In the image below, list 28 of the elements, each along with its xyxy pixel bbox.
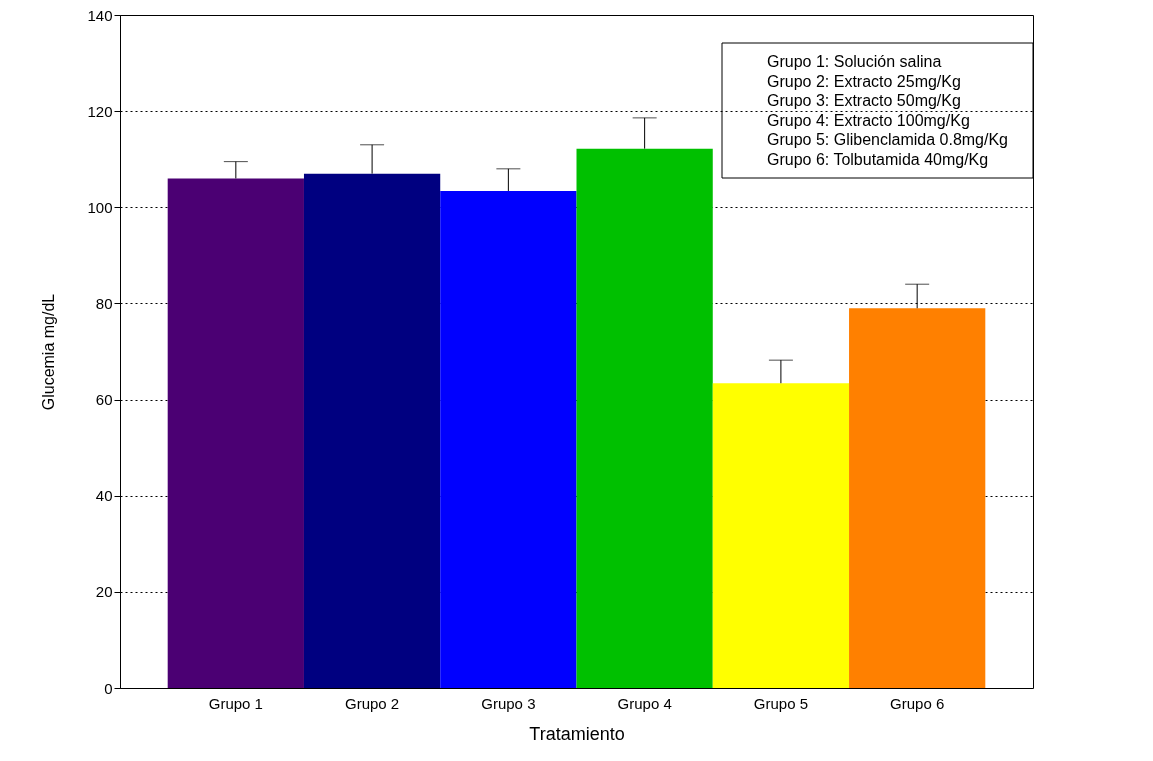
y-tick-label: 0 (104, 679, 113, 697)
y-tick-label: 40 (95, 487, 113, 505)
y-tick-label: 20 (95, 583, 113, 601)
bar (576, 148, 713, 688)
y-tick-label: 120 (87, 102, 113, 120)
bar (303, 173, 441, 688)
x-tick-label: Grupo 6 (890, 694, 945, 712)
annotation: Grupo 6: Tolbutamida 40mg/Kg (767, 150, 989, 168)
x-tick-label: Grupo 2 (345, 694, 400, 712)
bar (167, 178, 304, 688)
y-axis-title: Glucemia mg/dL (40, 293, 58, 411)
y-tick-label: 100 (87, 198, 113, 216)
annotation: Grupo 2: Extracto 25mg/Kg (767, 72, 961, 90)
annotation: Grupo 5: Glibenclamida 0.8mg/Kg (767, 131, 1009, 148)
bar (849, 308, 986, 688)
x-axis-title: Tratamiento (529, 723, 625, 744)
x-tick-label: Grupo 1 (208, 694, 263, 712)
bar (712, 383, 850, 688)
y-tick-label: 60 (95, 391, 113, 409)
y-tick-label: 140 (87, 6, 113, 24)
y-tick-label: 80 (95, 294, 113, 312)
bar (440, 190, 577, 688)
annotation: Grupo 1: Solución salina (767, 53, 942, 70)
x-tick-label: Grupo 5 (753, 694, 808, 712)
annotation: Grupo 3: Extracto 50mg/Kg (767, 92, 961, 109)
x-tick-label: Grupo 4 (617, 694, 672, 712)
annotation: Grupo 4: Extracto 100mg/Kg (767, 111, 970, 129)
x-tick-label: Grupo 3 (481, 694, 536, 712)
